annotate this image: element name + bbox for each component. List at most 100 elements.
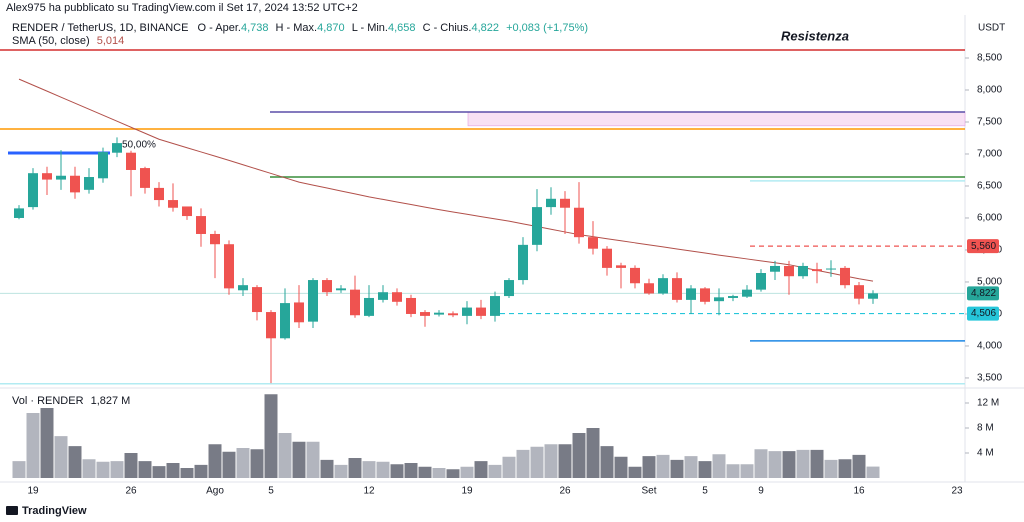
candle-body bbox=[168, 200, 178, 208]
legend-value: 4,658 bbox=[388, 22, 416, 34]
volume-bar bbox=[838, 459, 852, 478]
volume-bar bbox=[348, 458, 362, 478]
volume-bar bbox=[432, 468, 446, 478]
x-tick-label: 26 bbox=[125, 486, 137, 497]
volume-bar bbox=[558, 444, 572, 478]
candle-body bbox=[602, 248, 612, 268]
candle-body bbox=[658, 278, 668, 294]
y-tick-label: 7,000 bbox=[977, 149, 1002, 160]
y-tick-label: 7,500 bbox=[977, 117, 1002, 128]
volume-bar bbox=[222, 451, 236, 478]
legend-value: 4,738 bbox=[241, 22, 269, 34]
sma-line bbox=[18, 78, 874, 282]
vol-name: Vol · RENDER bbox=[12, 395, 84, 407]
candle-body bbox=[826, 268, 836, 270]
candle-body bbox=[644, 283, 654, 294]
x-tick-label: 19 bbox=[461, 486, 473, 497]
candle-body bbox=[98, 152, 108, 179]
volume-bar bbox=[292, 441, 306, 478]
candle-body bbox=[462, 307, 472, 316]
candle-body bbox=[252, 287, 262, 313]
candle-body bbox=[546, 198, 556, 208]
candle-body bbox=[182, 206, 192, 217]
zone bbox=[467, 111, 966, 127]
candle-body bbox=[700, 288, 710, 302]
volume-bar bbox=[600, 446, 614, 478]
candle-body bbox=[84, 177, 94, 190]
symbol: RENDER / TetherUS, 1D, BINANCE bbox=[12, 22, 188, 34]
legend-name: C - Chius. bbox=[423, 22, 472, 34]
volume-bar bbox=[768, 451, 782, 478]
candle-body bbox=[364, 297, 374, 316]
volume-bar bbox=[194, 464, 208, 478]
x-tick-label: 5 bbox=[268, 486, 274, 497]
y-tick-label: 8,500 bbox=[977, 53, 1002, 64]
change: +0,083 (+1,75%) bbox=[506, 22, 588, 34]
candle-body bbox=[854, 285, 864, 299]
candle-body bbox=[280, 303, 290, 339]
candle-body bbox=[784, 265, 794, 277]
candle-body bbox=[126, 152, 136, 170]
volume-bar bbox=[390, 464, 404, 478]
candle-body bbox=[616, 265, 626, 268]
candle-body bbox=[392, 292, 402, 302]
volume-bar bbox=[586, 428, 600, 478]
price-tag-label: 5,560 bbox=[971, 241, 996, 252]
y-tick-label: 8,000 bbox=[977, 85, 1002, 96]
sma-value: 5,014 bbox=[97, 35, 125, 47]
candle-body bbox=[574, 207, 584, 238]
volume-bar bbox=[96, 461, 110, 478]
y-tick-label: 6,000 bbox=[977, 213, 1002, 224]
volume-bar bbox=[82, 459, 96, 478]
candle-body bbox=[266, 312, 276, 339]
volume-bar bbox=[502, 456, 516, 478]
footer: TradingView bbox=[6, 505, 87, 517]
volume-bar bbox=[628, 466, 642, 478]
volume-bar bbox=[278, 433, 292, 478]
y-tick-label: 5,000 bbox=[977, 277, 1002, 288]
candle-body bbox=[420, 312, 430, 316]
legend-line: RENDER / TetherUS, 1D, BINANCE O - Aper.… bbox=[12, 22, 588, 34]
candle-body bbox=[434, 312, 444, 315]
volume-bar bbox=[866, 466, 880, 478]
candle-body bbox=[630, 267, 640, 284]
volume-bar bbox=[334, 464, 348, 478]
candle-body bbox=[140, 168, 150, 188]
x-tick-label: Set bbox=[641, 486, 656, 497]
sma-legend: SMA (50, close) 5,014 bbox=[12, 35, 124, 47]
volume-bar bbox=[642, 456, 656, 478]
vol-value: 1,827 M bbox=[91, 395, 131, 407]
candle-body bbox=[770, 265, 780, 272]
volume-bar bbox=[810, 449, 824, 478]
volume-bar bbox=[208, 444, 222, 478]
candle-body bbox=[798, 265, 808, 277]
candle-body bbox=[840, 267, 850, 286]
candle-body bbox=[14, 208, 24, 218]
candle-body bbox=[532, 207, 542, 245]
candle-body bbox=[42, 173, 52, 180]
candle-body bbox=[518, 244, 528, 281]
volume-bar bbox=[726, 464, 740, 478]
volume-bar bbox=[418, 466, 432, 478]
x-tick-label: Ago bbox=[206, 486, 224, 497]
vol-legend: Vol · RENDER 1,827 M bbox=[12, 395, 130, 407]
volume-bar bbox=[544, 444, 558, 478]
candle-body bbox=[154, 187, 164, 201]
candle-body bbox=[350, 289, 360, 316]
plot bbox=[0, 49, 966, 478]
x-tick-label: 12 bbox=[363, 486, 375, 497]
volume-bar bbox=[516, 449, 530, 478]
candle-body bbox=[70, 175, 80, 193]
candle-body bbox=[742, 289, 752, 297]
candle-body bbox=[224, 244, 234, 289]
y-tick-label: 6,500 bbox=[977, 181, 1002, 192]
candle-body bbox=[504, 280, 514, 297]
volume-bar bbox=[740, 464, 754, 478]
candle-body bbox=[336, 288, 346, 291]
volume-bar bbox=[26, 413, 40, 478]
legend-name: H - Max. bbox=[276, 22, 318, 34]
candle-body bbox=[588, 237, 598, 249]
price-tag bbox=[967, 239, 999, 254]
